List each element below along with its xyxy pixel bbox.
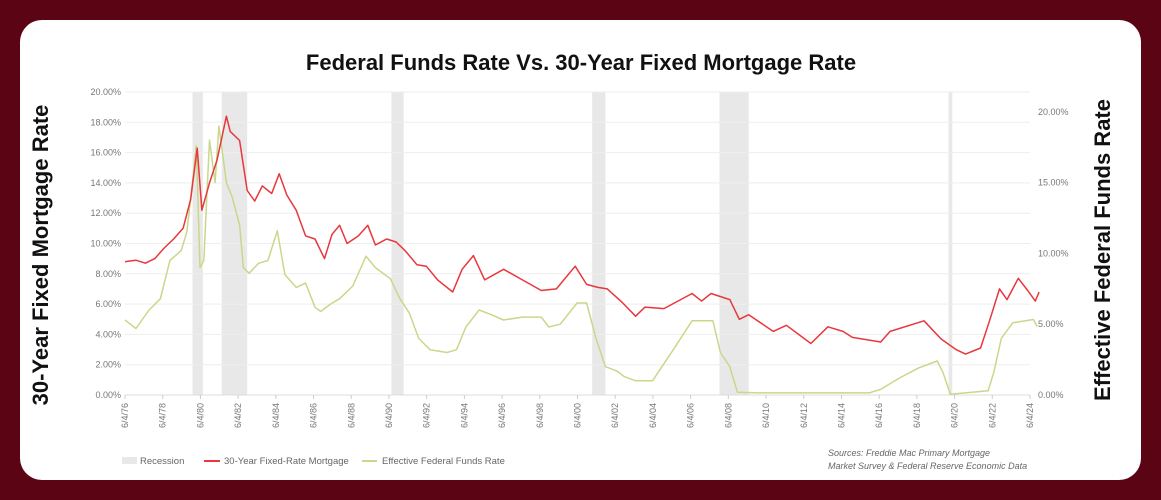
chart-card (20, 20, 1141, 480)
x-tick-label: 6/4/00 (573, 403, 583, 428)
right-tick-label: 10.00% (1038, 248, 1069, 258)
left-tick-label: 4.00% (95, 329, 121, 339)
right-tick-label: 0.00% (1038, 390, 1064, 400)
legend-fedfunds-label: Effective Federal Funds Rate (382, 456, 505, 467)
right-tick-label: 20.00% (1038, 107, 1069, 117)
legend-recession-swatch (122, 457, 137, 464)
x-tick-label: 6/4/84 (271, 403, 281, 428)
x-tick-label: 6/4/86 (309, 403, 319, 428)
left-tick-label: 12.00% (90, 208, 121, 218)
x-tick-label: 6/4/22 (987, 403, 997, 428)
left-tick-label: 20.00% (90, 87, 121, 97)
x-tick-label: 6/4/82 (233, 403, 243, 428)
mortgage-rate-line (124, 115, 1040, 355)
left-tick-label: 10.00% (90, 239, 121, 249)
sources-line-1: Sources: Freddie Mac Primary Mortgage (828, 448, 990, 458)
right-axis-title: Effective Federal Funds Rate (1090, 99, 1115, 401)
x-tick-label: 6/4/12 (799, 403, 809, 428)
left-tick-label: 2.00% (95, 360, 121, 370)
left-tick-label: 18.00% (90, 117, 121, 127)
sources-line-2: Market Survey & Federal Reserve Economic… (828, 461, 1027, 471)
x-tick-label: 6/4/06 (686, 403, 696, 428)
x-tick-label: 6/4/02 (610, 403, 620, 428)
x-tick-label: 6/4/78 (158, 403, 168, 428)
legend-recession-label: Recession (140, 456, 184, 467)
left-tick-label: 16.00% (90, 148, 121, 158)
legend: Recession 30-Year Fixed-Rate Mortgage Ef… (122, 456, 505, 467)
x-tick-label: 6/4/10 (761, 403, 771, 428)
legend-mortgage-label: 30-Year Fixed-Rate Mortgage (224, 456, 349, 467)
x-tick-label: 6/4/76 (120, 403, 130, 428)
x-tick-label: 6/4/96 (497, 403, 507, 428)
right-tick-label: 5.00% (1038, 319, 1064, 329)
x-tick-label: 6/4/24 (1025, 403, 1035, 428)
x-tick-label: 6/4/90 (384, 403, 394, 428)
x-tick-label: 6/4/80 (195, 403, 205, 428)
x-tick-label: 6/4/14 (836, 403, 846, 428)
left-axis-title: 30-Year Fixed Mortgage Rate (28, 105, 53, 406)
left-tick-label: 0.00% (95, 390, 121, 400)
x-tick-label: 6/4/92 (422, 403, 432, 428)
left-tick-label: 14.00% (90, 178, 121, 188)
x-tick-label: 6/4/08 (723, 403, 733, 428)
x-tick-label: 6/4/88 (346, 403, 356, 428)
x-tick-label: 6/4/16 (874, 403, 884, 428)
x-tick-label: 6/4/04 (648, 403, 658, 428)
left-tick-label: 8.00% (95, 269, 121, 279)
chart-title: Federal Funds Rate Vs. 30-Year Fixed Mor… (306, 50, 856, 75)
x-tick-label: 6/4/18 (912, 403, 922, 428)
fed-funds-rate-line (124, 125, 1038, 396)
right-tick-label: 15.00% (1038, 178, 1069, 188)
left-tick-label: 6.00% (95, 299, 121, 309)
x-tick-label: 6/4/20 (950, 403, 960, 428)
x-tick-label: 6/4/94 (459, 403, 469, 428)
x-tick-label: 6/4/98 (535, 403, 545, 428)
